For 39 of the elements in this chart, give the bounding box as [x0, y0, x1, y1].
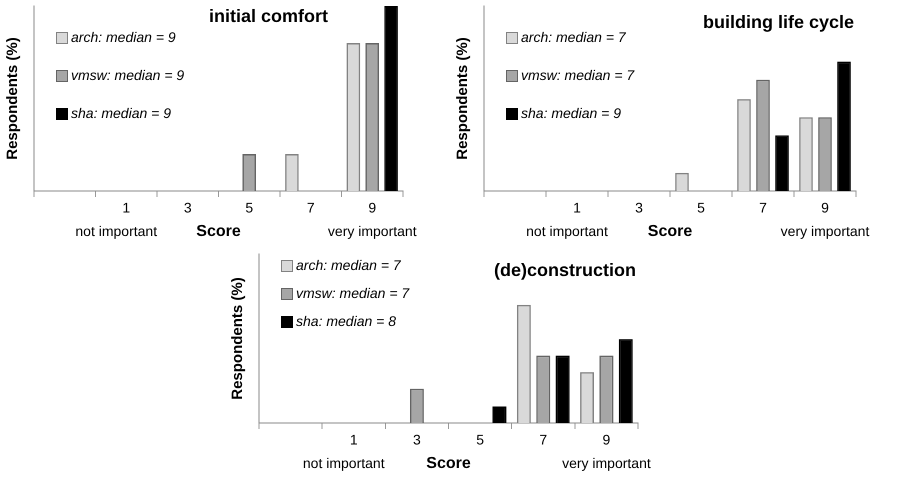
x-axis-title: Score: [426, 454, 471, 472]
y-axis-title: Respondents (%): [4, 37, 22, 160]
legend-label: sha: median = 9: [521, 104, 622, 121]
chart-title: (de)construction: [494, 260, 636, 280]
y-axis-title: Respondents (%): [454, 37, 472, 160]
chart-title: building life cycle: [702, 12, 854, 32]
legend-label: sha: median = 8: [296, 312, 396, 329]
legend-label: arch: median = 7: [296, 256, 402, 273]
text: very important: [328, 222, 417, 239]
x-tick-label: 7: [759, 199, 768, 216]
x-tick-label: 7: [306, 199, 315, 216]
x-tick-label: 7: [539, 431, 548, 448]
x-axis-title: Score: [648, 222, 692, 240]
x-tick-label: 3: [635, 199, 644, 216]
legend-label: vmsw: median = 7: [521, 66, 636, 83]
x-tick-label: 1: [122, 199, 130, 216]
text: not important: [75, 222, 158, 239]
x-tick-label: 5: [697, 199, 706, 216]
text: very important: [562, 454, 651, 471]
text: not important: [302, 454, 385, 471]
x-tick-label: 9: [602, 431, 611, 448]
x-tick-label: 3: [413, 431, 422, 448]
legend-label: vmsw: median = 7: [296, 284, 410, 301]
text: very important: [780, 222, 870, 239]
x-tick-label: 3: [184, 199, 192, 216]
x-tick-label: 5: [476, 431, 484, 448]
x-tick-label: 9: [368, 199, 376, 216]
chart-title: initial comfort: [208, 6, 328, 26]
y-axis-title: Respondents (%): [229, 277, 246, 400]
x-tick-label: 1: [350, 431, 358, 448]
x-tick-label: 1: [573, 199, 582, 216]
x-tick-label: 9: [821, 199, 830, 216]
legend-label: arch: median = 7: [521, 28, 627, 45]
legend-label: vmsw: median = 9: [71, 66, 184, 83]
x-axis-title: Score: [196, 222, 241, 240]
legend-label: arch: median = 9: [71, 28, 176, 45]
x-tick-label: 5: [245, 199, 254, 216]
legend-label: sha: median = 9: [71, 104, 172, 121]
text: not important: [526, 222, 608, 239]
